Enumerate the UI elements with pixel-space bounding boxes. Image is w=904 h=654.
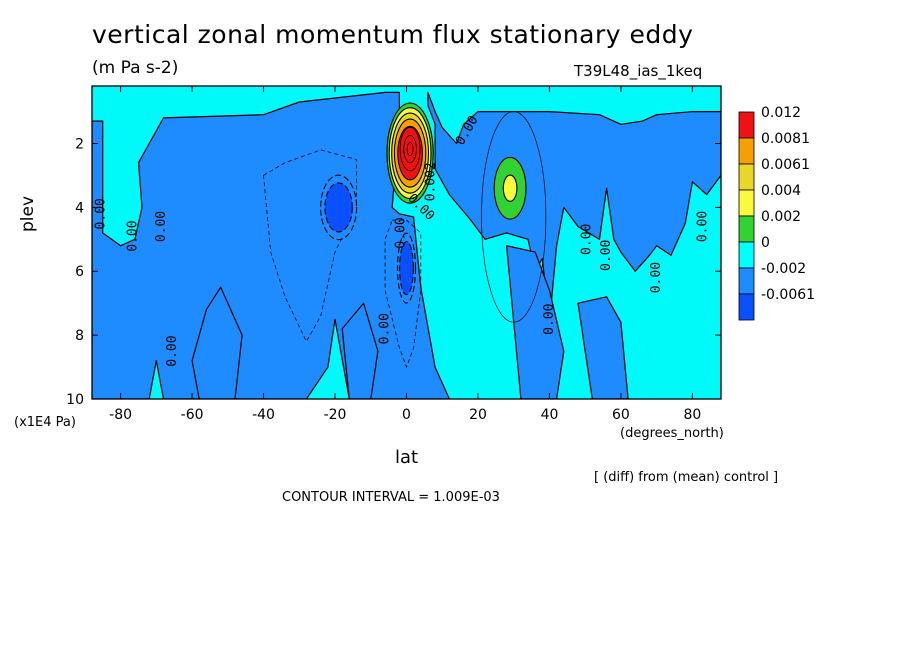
- negative-band-6: [341, 302, 379, 399]
- feature-positive-core-equator: [386, 102, 434, 204]
- y-axis-label: plev: [18, 195, 38, 232]
- x-axis-label: lat: [395, 447, 419, 468]
- run-name: T39L48_ias_1keq: [574, 62, 703, 80]
- colorbar-swatch: [738, 111, 755, 139]
- colorbar-label: 0.012: [761, 105, 801, 121]
- contour-label: 0.00: [154, 211, 169, 242]
- dashed-contour-1: [263, 149, 357, 343]
- contour-label: 0.002: [423, 162, 438, 201]
- dashed-contour-2: [384, 219, 422, 369]
- contour-label: 0.00: [93, 198, 108, 229]
- negative-band-5: [577, 296, 629, 399]
- negative-band-3: [191, 286, 243, 399]
- colorbar-swatch: [738, 241, 755, 269]
- x-tick-label: 0: [402, 407, 411, 423]
- colorbar-label: 0.0081: [761, 131, 810, 147]
- diff-note: [ (diff) from (mean) control ]: [594, 470, 779, 485]
- contour-label: 0.00: [696, 211, 711, 242]
- feature-positive-core-30N: [493, 156, 527, 220]
- contour-label: 0.00: [378, 313, 393, 344]
- colorbar-swatch: [738, 137, 755, 165]
- negative-band-2: [427, 91, 721, 323]
- contour-label: 0.00: [126, 220, 141, 251]
- contour-field: 0.00 0.00 0.00 0.00 0.00 0.00 0.00 0.00 0.00 0.00…: [92, 86, 721, 399]
- colorbar-label: -0.0061: [761, 287, 815, 303]
- contour-label: 0.00: [542, 304, 557, 335]
- colorbar: 0.012 0.0081 0.0061 0.004 0.002 0 -0.002 -0.006…: [738, 105, 815, 321]
- inner-contour: [406, 142, 414, 157]
- y-axis-units: (x1E4 Pa): [14, 415, 76, 430]
- y-tick-label: 10: [66, 392, 84, 408]
- x-tick-label: 80: [683, 407, 701, 423]
- contour-label: 0.00: [649, 262, 664, 293]
- positive-contour-30N: [481, 111, 547, 323]
- colorbar-swatch: [738, 215, 755, 243]
- contour-label: 0.00: [394, 217, 409, 248]
- y-tick-label: 4: [75, 200, 84, 216]
- inner-contour: [399, 127, 421, 172]
- x-tick-label: -60: [181, 407, 204, 423]
- colorbar-swatch: [738, 189, 755, 217]
- x-tick-label: -40: [252, 407, 275, 423]
- colorbar-swatch: [738, 267, 755, 295]
- colorbar-swatch: [738, 163, 755, 191]
- y-tick-label: 2: [75, 137, 84, 153]
- colorbar-swatch: [738, 293, 755, 321]
- y-tick-label: 6: [75, 264, 84, 280]
- contour-level: [399, 240, 414, 296]
- contour-label: 0.00: [599, 240, 614, 271]
- colorbar-label: 0.0061: [761, 157, 810, 173]
- inner-contour: [403, 135, 417, 164]
- x-tick-label: -20: [324, 407, 347, 423]
- chart-title: vertical zonal momentum flux stationary …: [92, 20, 694, 49]
- x-axis-units: (degrees_north): [620, 426, 724, 441]
- contour-interval: CONTOUR INTERVAL = 1.009E-03: [282, 490, 500, 505]
- colorbar-label: 0.004: [761, 183, 801, 199]
- x-tick-label: 20: [469, 407, 487, 423]
- contour-label: 0.00: [580, 224, 595, 255]
- feature-negative-cell-20S: [320, 174, 358, 241]
- feature-negative-cell-0: [396, 232, 417, 304]
- contour-level: [397, 125, 423, 181]
- axes: -80 -60 -40 -20 0 20 40 60 80 2 4 6 8 10: [66, 86, 721, 423]
- contour-label: 0.00: [165, 335, 180, 366]
- colorbar-label: 0: [761, 235, 770, 251]
- x-tick-label: -80: [109, 407, 132, 423]
- colorbar-label: 0.002: [761, 209, 801, 225]
- x-tick-label: 40: [541, 407, 559, 423]
- x-tick-label: 60: [612, 407, 630, 423]
- negative-band-4: [506, 245, 565, 399]
- chart-units: (m Pa s-2): [92, 58, 179, 78]
- contour-level: [324, 182, 353, 233]
- colorbar-label: -0.002: [761, 261, 806, 277]
- y-tick-label: 8: [75, 328, 84, 344]
- contour-level: [502, 174, 518, 202]
